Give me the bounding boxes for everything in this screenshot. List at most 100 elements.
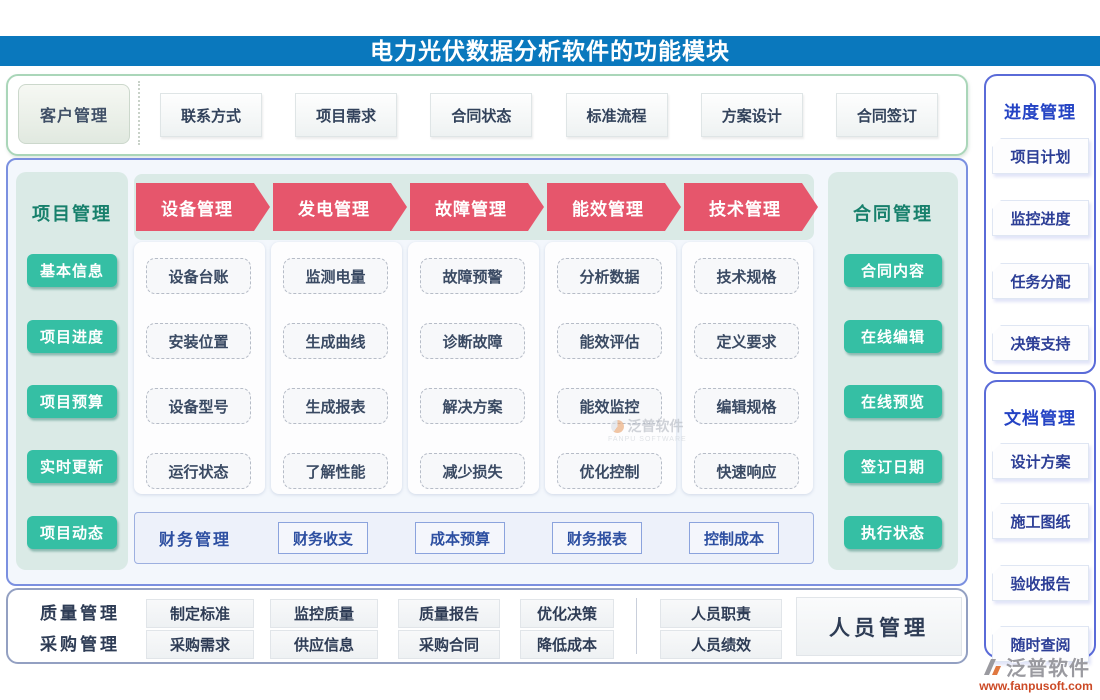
column-equipment: 设备管理 设备台账 安装位置 设备型号 运行状态 (134, 174, 271, 504)
monitor-quality-button[interactable]: 监控质量 (270, 599, 378, 628)
efficiency-management-header[interactable]: 能效管理 (547, 183, 681, 231)
vendor-logo: 泛普软件 www.fanpusoft.com (972, 652, 1100, 693)
edit-spec-button[interactable]: 编辑规格 (694, 388, 799, 424)
execution-status-button[interactable]: 执行状态 (844, 516, 942, 549)
document-management-panel: 文档管理 设计方案 施工图纸 验收报告 随时查阅 (984, 380, 1096, 662)
main-section: 项目管理 基本信息 项目进度 项目预算 实时更新 项目动态 设备管理 设备台账 … (6, 158, 968, 586)
column-technology: 技术管理 技术规格 定义要求 编辑规格 快速响应 (682, 174, 819, 504)
supply-info-button[interactable]: 供应信息 (270, 630, 378, 659)
vertical-divider (636, 598, 637, 654)
quality-management-label: 质量管理 (40, 604, 120, 623)
install-location-button[interactable]: 安装位置 (146, 323, 251, 359)
analyze-data-button[interactable]: 分析数据 (557, 258, 662, 294)
customer-section: 客户管理 联系方式 项目需求 合同状态 标准流程 方案设计 合同签订 (6, 74, 968, 156)
project-plan-button[interactable]: 项目计划 (992, 138, 1089, 174)
finance-row: 财务管理 财务收支 成本预算 财务报表 控制成本 (134, 512, 814, 564)
basic-info-button[interactable]: 基本信息 (27, 254, 117, 287)
procurement-demand-button[interactable]: 采购需求 (146, 630, 254, 659)
fault-warning-button[interactable]: 故障预警 (420, 258, 525, 294)
monitor-progress-button[interactable]: 监控进度 (992, 200, 1089, 236)
customer-buttons: 联系方式 项目需求 合同状态 标准流程 方案设计 合同签订 (160, 93, 938, 137)
realtime-update-button[interactable]: 实时更新 (27, 450, 117, 483)
construction-drawing-button[interactable]: 施工图纸 (992, 503, 1089, 539)
control-cost-button[interactable]: 控制成本 (688, 522, 779, 554)
project-progress-button[interactable]: 项目进度 (27, 320, 117, 353)
column-fault: 故障管理 故障预警 诊断故障 解决方案 减少损失 (408, 174, 545, 504)
finance-report-button[interactable]: 财务报表 (551, 522, 642, 554)
project-demand-button[interactable]: 项目需求 (295, 93, 398, 137)
diagnose-fault-button[interactable]: 诊断故障 (420, 323, 525, 359)
generation-management-header[interactable]: 发电管理 (273, 183, 407, 231)
technology-card: 技术规格 定义要求 编辑规格 快速响应 (682, 242, 813, 494)
generation-card: 监测电量 生成曲线 生成报表 了解性能 (271, 242, 402, 494)
vendor-name: 泛普软件 (1006, 658, 1090, 680)
project-management-panel: 项目管理 基本信息 项目进度 项目预算 实时更新 项目动态 (16, 172, 128, 570)
optimize-control-button[interactable]: 优化控制 (557, 453, 662, 489)
contract-management-panel: 合同管理 合同内容 在线编辑 在线预览 签订日期 执行状态 (828, 172, 958, 570)
efficiency-monitor-button[interactable]: 能效监控 (557, 388, 662, 424)
online-edit-button[interactable]: 在线编辑 (844, 320, 942, 353)
monitor-power-button[interactable]: 监测电量 (283, 258, 388, 294)
contract-panel-title: 合同管理 (853, 204, 933, 224)
signing-date-button[interactable]: 签订日期 (844, 450, 942, 483)
dotted-divider (138, 81, 140, 145)
task-assignment-button[interactable]: 任务分配 (992, 263, 1089, 299)
document-panel-title: 文档管理 (1004, 409, 1076, 428)
equipment-management-header[interactable]: 设备管理 (136, 183, 270, 231)
contact-method-button[interactable]: 联系方式 (160, 93, 262, 137)
procurement-management-label: 采购管理 (40, 635, 120, 654)
bottom-section: 质量管理 制定标准 监控质量 质量报告 优化决策 人员职责 采购管理 采购需求 … (6, 588, 968, 664)
generate-curve-button[interactable]: 生成曲线 (283, 323, 388, 359)
customer-management-box[interactable]: 客户管理 (18, 84, 130, 144)
running-status-button[interactable]: 运行状态 (146, 453, 251, 489)
project-panel-title: 项目管理 (32, 204, 112, 224)
staff-management-box[interactable]: 人员管理 (796, 597, 962, 656)
generate-report-button[interactable]: 生成报表 (283, 388, 388, 424)
vendor-logo-icon (984, 658, 1001, 675)
set-standard-button[interactable]: 制定标准 (146, 599, 254, 628)
finance-management-label: 财务管理 (159, 532, 232, 549)
progress-panel-title: 进度管理 (1004, 103, 1076, 122)
staff-duty-button[interactable]: 人员职责 (660, 599, 782, 628)
design-scheme-button[interactable]: 设计方案 (992, 443, 1089, 479)
project-budget-button[interactable]: 项目预算 (27, 385, 117, 418)
project-dynamics-button[interactable]: 项目动态 (27, 516, 117, 549)
module-columns: 设备管理 设备台账 安装位置 设备型号 运行状态 发电管理 监测电量 生成曲线 … (134, 174, 818, 570)
technology-management-header[interactable]: 技术管理 (684, 183, 818, 231)
reduce-cost-button[interactable]: 降低成本 (520, 630, 614, 659)
reduce-loss-button[interactable]: 减少损失 (420, 453, 525, 489)
contract-signing-button[interactable]: 合同签订 (835, 93, 938, 137)
online-preview-button[interactable]: 在线预览 (844, 385, 942, 418)
cost-budget-button[interactable]: 成本预算 (414, 522, 505, 554)
quality-report-button[interactable]: 质量报告 (398, 599, 500, 628)
know-performance-button[interactable]: 了解性能 (283, 453, 388, 489)
standard-process-button[interactable]: 标准流程 (565, 93, 668, 137)
progress-management-panel: 进度管理 项目计划 监控进度 任务分配 决策支持 (984, 74, 1096, 374)
decision-support-button[interactable]: 决策支持 (992, 325, 1089, 361)
solution-button[interactable]: 解决方案 (420, 388, 525, 424)
scheme-design-button[interactable]: 方案设计 (700, 93, 803, 137)
optimize-decision-button[interactable]: 优化决策 (520, 599, 614, 628)
define-requirement-button[interactable]: 定义要求 (694, 323, 799, 359)
tech-spec-button[interactable]: 技术规格 (694, 258, 799, 294)
page-title: 电力光伏数据分析软件的功能模块 (0, 36, 1100, 66)
equipment-model-button[interactable]: 设备型号 (146, 388, 251, 424)
column-generation: 发电管理 监测电量 生成曲线 生成报表 了解性能 (271, 174, 408, 504)
contract-status-button[interactable]: 合同状态 (430, 93, 533, 137)
finance-income-expense-button[interactable]: 财务收支 (278, 522, 368, 554)
efficiency-evaluate-button[interactable]: 能效评估 (557, 323, 662, 359)
contract-content-button[interactable]: 合同内容 (844, 254, 942, 287)
staff-performance-button[interactable]: 人员绩效 (660, 630, 782, 659)
fault-card: 故障预警 诊断故障 解决方案 减少损失 (408, 242, 539, 494)
equipment-ledger-button[interactable]: 设备台账 (146, 258, 251, 294)
fault-management-header[interactable]: 故障管理 (410, 183, 544, 231)
vendor-url: www.fanpusoft.com (979, 679, 1093, 693)
acceptance-report-button[interactable]: 验收报告 (992, 565, 1089, 601)
equipment-card: 设备台账 安装位置 设备型号 运行状态 (134, 242, 265, 494)
anytime-view-button[interactable]: 随时查阅 (992, 626, 1089, 662)
quick-response-button[interactable]: 快速响应 (694, 453, 799, 489)
procurement-contract-button[interactable]: 采购合同 (398, 630, 500, 659)
column-efficiency: 能效管理 分析数据 能效评估 能效监控 优化控制 (545, 174, 682, 504)
efficiency-card: 分析数据 能效评估 能效监控 优化控制 (545, 242, 676, 494)
